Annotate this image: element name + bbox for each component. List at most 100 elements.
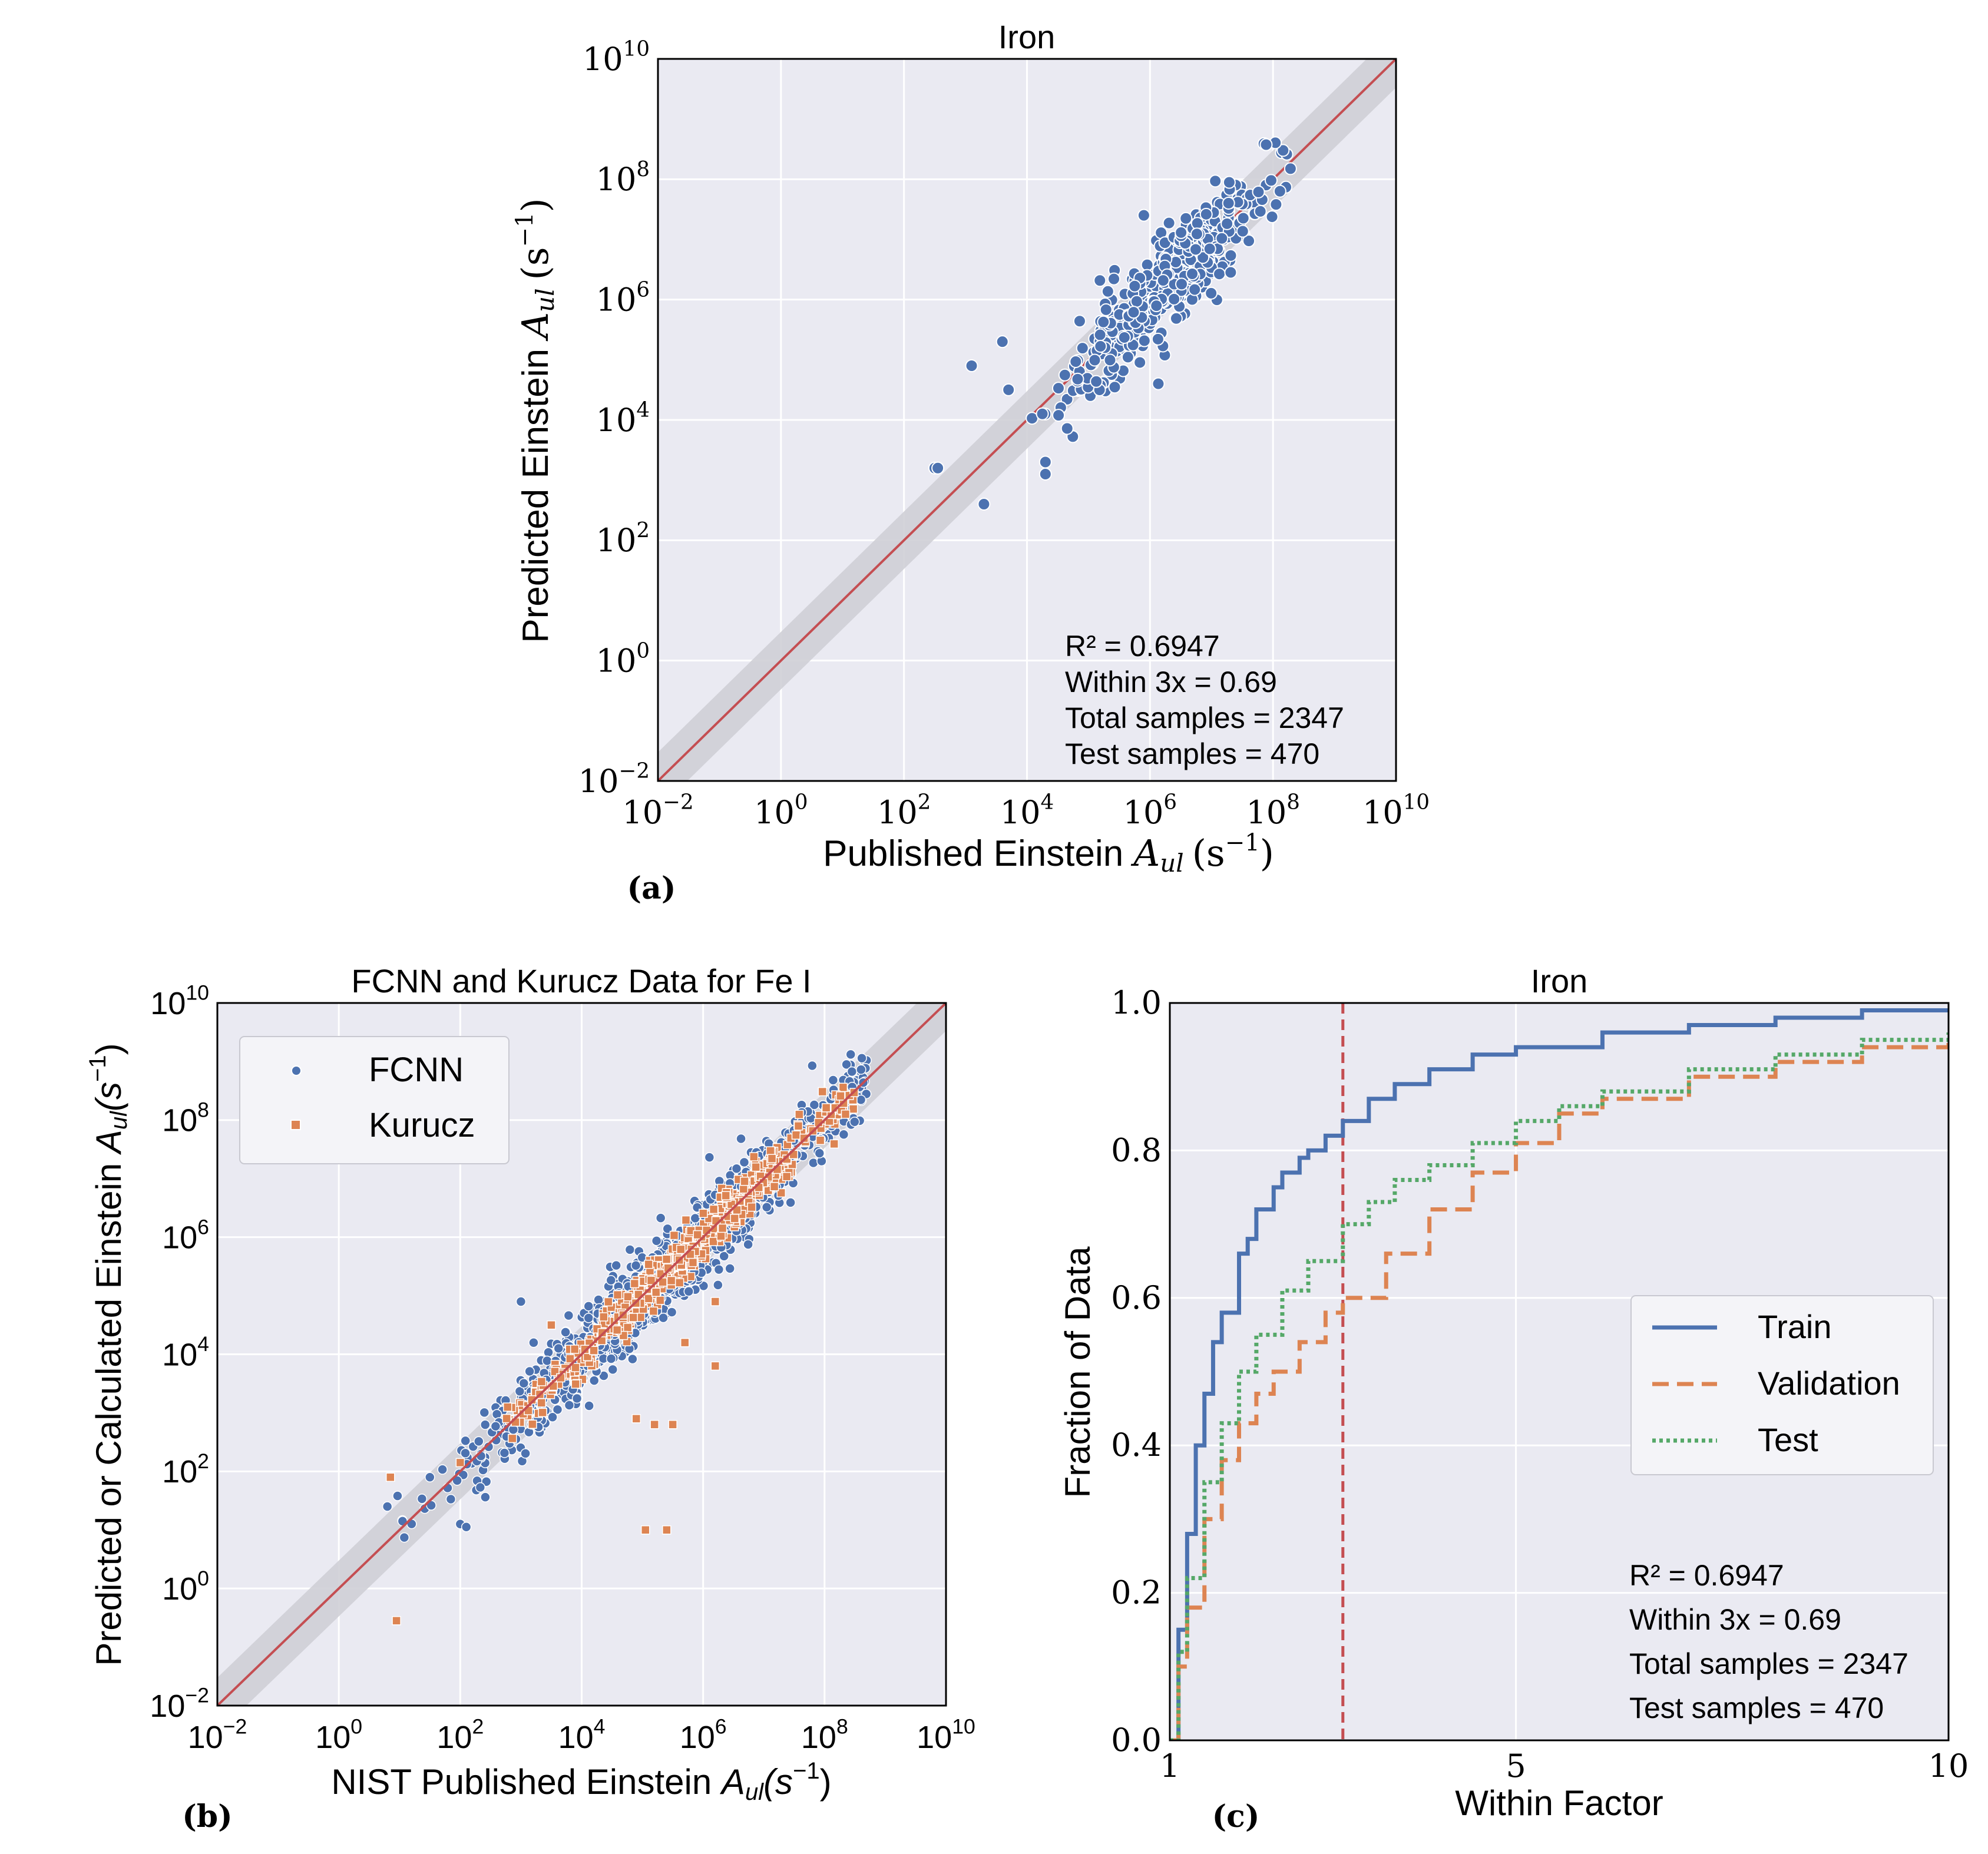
data-point xyxy=(1196,251,1210,264)
data-point xyxy=(1130,294,1143,308)
kurucz-point xyxy=(508,1433,517,1444)
fcnn-point xyxy=(655,1213,666,1223)
data-point xyxy=(1284,162,1297,176)
data-point xyxy=(1127,306,1140,319)
fcnn-point xyxy=(563,1310,574,1321)
data-point xyxy=(1133,356,1147,369)
fcnn-point xyxy=(483,1441,494,1452)
kurucz-point xyxy=(674,1278,684,1287)
x-tick-label: 108 xyxy=(801,1715,848,1755)
fcnn-point xyxy=(808,1157,819,1168)
plot-frame-c xyxy=(1169,1002,1950,1742)
panel-c: Iron 1 5 10 0.00.20.40.60.81.0 Within Fact… xyxy=(1058,962,1969,1835)
kurucz-point xyxy=(604,1297,613,1307)
kurucz-point xyxy=(681,1215,691,1225)
kurucz-point xyxy=(782,1171,792,1181)
kurucz-point xyxy=(662,1525,672,1535)
x-axis-label-b: NIST Published Einstein Aul(s−1) xyxy=(331,1758,831,1805)
data-point xyxy=(1169,312,1183,325)
svg-text:Predicted Einstein Aul(s−1): Predicted Einstein Aul(s−1) xyxy=(511,198,560,643)
data-point xyxy=(1269,198,1283,211)
scatter-points-a xyxy=(928,136,1297,511)
data-point xyxy=(1108,380,1122,394)
fcnn-point xyxy=(547,1412,558,1423)
kurucz-point xyxy=(580,1345,590,1354)
kurucz-point xyxy=(676,1244,686,1254)
data-point xyxy=(1213,267,1226,281)
data-point xyxy=(995,335,1009,349)
fcnn-point xyxy=(828,1075,839,1085)
kurucz-point xyxy=(848,1104,858,1114)
train-line xyxy=(1170,1008,1949,1740)
fcnn-point xyxy=(479,1419,491,1430)
fcnn-point xyxy=(520,1448,531,1459)
fcnn-point xyxy=(553,1343,564,1354)
kurucz-point xyxy=(455,1458,465,1468)
data-point xyxy=(1224,266,1238,279)
legend-marker-kurucz xyxy=(290,1120,301,1130)
kurucz-point xyxy=(791,1130,801,1140)
kurucz-point xyxy=(537,1398,547,1408)
data-point xyxy=(1051,382,1065,395)
kurucz-point xyxy=(749,1152,759,1161)
y-axis-label-c: Fraction of Data xyxy=(1058,1246,1097,1498)
kurucz-point xyxy=(795,1110,804,1120)
kurucz-point xyxy=(599,1312,608,1322)
fcnn-point xyxy=(474,1436,484,1447)
fcnn-point xyxy=(425,1472,435,1483)
plot-frame-b xyxy=(216,1002,947,1707)
legend-label-test: Test xyxy=(1758,1421,1818,1458)
svg-text:Predicted or Calculated Einste: Predicted or Calculated Einstein Aul(s−1… xyxy=(85,1043,132,1666)
data-point xyxy=(1156,274,1170,287)
data-point xyxy=(1179,211,1193,225)
data-point xyxy=(1236,224,1249,238)
data-point xyxy=(1242,234,1256,248)
kurucz-point xyxy=(392,1616,401,1625)
kurucz-point xyxy=(821,1103,831,1113)
kurucz-point xyxy=(666,1276,676,1286)
annotation-within-a: Within 3x = 0.69 xyxy=(1065,666,1277,698)
data-point xyxy=(1162,216,1176,230)
caption-b: (b) xyxy=(182,1799,233,1835)
fcnn-point xyxy=(845,1049,856,1060)
data-point xyxy=(1103,353,1117,367)
kurucz-point xyxy=(571,1363,580,1372)
data-point xyxy=(1186,267,1199,281)
kurucz-point xyxy=(818,1087,828,1097)
fcnn-point xyxy=(515,1296,527,1307)
x-tick-label: 5 xyxy=(1506,1747,1526,1785)
fcnn-point xyxy=(543,1347,554,1358)
kurucz-point xyxy=(502,1413,511,1423)
fcnn-point xyxy=(807,1060,818,1071)
fcnn-point xyxy=(731,1163,742,1174)
fcnn-point xyxy=(416,1494,428,1504)
x-axis-label-a: Published Einstein Aul (s−1) xyxy=(823,829,1274,878)
fcnn-point xyxy=(704,1152,715,1163)
data-point xyxy=(1076,342,1089,355)
x-tick-label: 10−2 xyxy=(622,790,693,831)
kurucz-point xyxy=(709,1237,718,1246)
y-tick-label: 108 xyxy=(596,157,650,198)
kurucz-point xyxy=(646,1276,656,1286)
fcnn-point xyxy=(630,1260,641,1271)
kurucz-point xyxy=(640,1525,650,1535)
kurucz-point xyxy=(597,1328,607,1337)
fcnn-point xyxy=(437,1464,448,1475)
kurucz-point xyxy=(537,1377,547,1386)
data-point xyxy=(1175,226,1188,239)
kurucz-point xyxy=(669,1230,679,1240)
data-point xyxy=(1038,455,1052,469)
x-tick-label: 10−2 xyxy=(188,1715,247,1755)
caption-a: (a) xyxy=(627,870,676,906)
data-point xyxy=(1265,210,1279,224)
kurucz-point xyxy=(629,1313,638,1322)
chart-title-a: Iron xyxy=(998,18,1056,55)
kurucz-point xyxy=(650,1420,659,1429)
data-point xyxy=(1137,334,1151,347)
kurucz-point xyxy=(570,1345,580,1354)
kurucz-point xyxy=(740,1176,749,1186)
x-tick-label: 108 xyxy=(1246,790,1299,831)
chart-title-c: Iron xyxy=(1531,962,1588,999)
fcnn-point xyxy=(480,1492,491,1502)
annotation-within-c: Within 3x = 0.69 xyxy=(1629,1603,1841,1636)
